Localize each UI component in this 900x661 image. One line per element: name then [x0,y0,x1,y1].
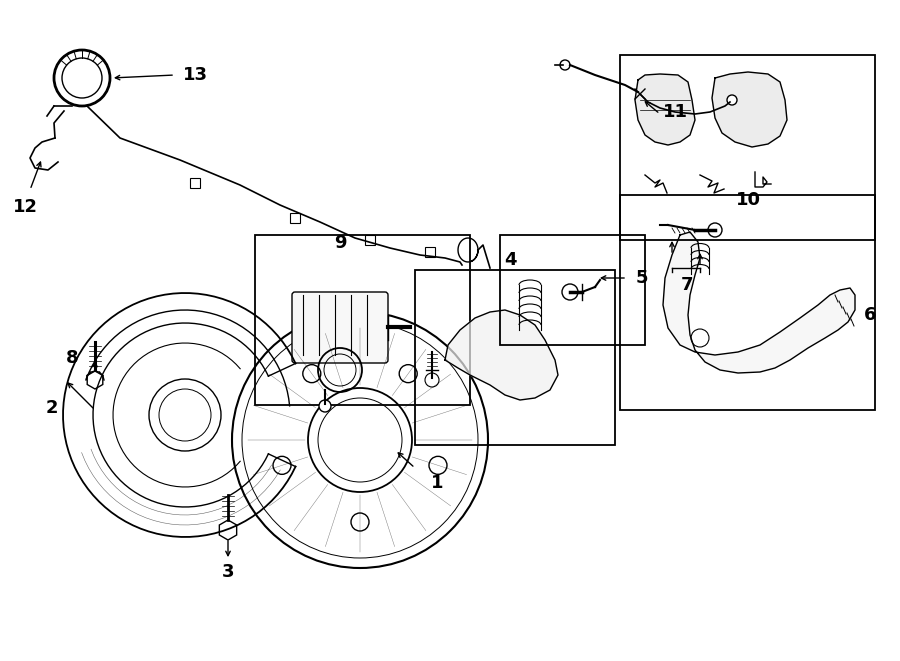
Polygon shape [365,235,375,245]
Text: 5: 5 [635,269,648,287]
Text: 1: 1 [431,474,443,492]
Polygon shape [635,74,695,145]
Text: 6: 6 [864,306,877,324]
Bar [620,195,875,410]
Text: 3: 3 [221,563,234,581]
Circle shape [425,373,439,387]
Text: 4: 4 [504,251,517,269]
Polygon shape [445,310,558,400]
Circle shape [560,60,570,70]
Text: 2: 2 [46,399,58,417]
Circle shape [727,95,737,105]
Circle shape [562,284,578,300]
Polygon shape [190,178,200,188]
Text: 9: 9 [334,234,346,252]
Polygon shape [712,72,787,147]
Text: 10: 10 [735,191,760,209]
Circle shape [400,365,418,383]
Bar [500,235,645,345]
Text: 13: 13 [183,66,208,84]
Bar [415,270,615,445]
Polygon shape [663,232,855,373]
Bar [255,235,470,405]
Circle shape [429,456,447,475]
Text: 7: 7 [680,276,693,294]
Polygon shape [290,213,300,223]
Polygon shape [220,520,237,540]
FancyBboxPatch shape [292,292,388,363]
Circle shape [708,223,722,237]
Circle shape [319,400,331,412]
Text: 12: 12 [13,198,38,216]
Circle shape [302,365,320,383]
Bar [620,55,875,240]
Text: 8: 8 [66,349,78,367]
Text: 11: 11 [662,103,688,121]
Circle shape [273,456,291,475]
Polygon shape [425,247,435,257]
Circle shape [351,513,369,531]
Polygon shape [87,371,103,389]
